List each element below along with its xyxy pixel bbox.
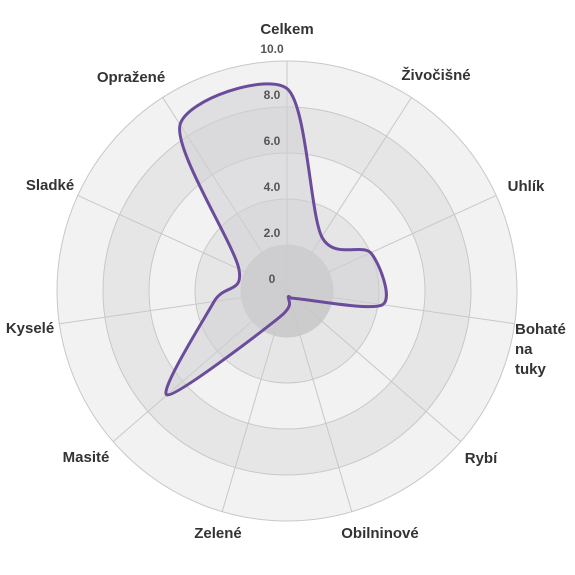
category-label: Zelené: [194, 525, 242, 542]
series-area: [164, 82, 388, 397]
radar-series: [164, 82, 388, 397]
category-labels: Celkem Živočišné Uhlík Bohaté na tuky Rybí Obil…: [6, 21, 566, 542]
category-label: Obilninové: [341, 525, 419, 542]
category-label: Sladké: [26, 177, 74, 194]
category-label: Masité: [63, 449, 110, 466]
category-label: Kyselé: [6, 320, 54, 337]
spoke-line: [286, 290, 353, 512]
tick-label: 10.0: [260, 42, 284, 56]
category-label: Bohaté na tuky: [515, 321, 566, 378]
category-label: Opražené: [97, 69, 165, 86]
tick-label: 2.0: [264, 226, 281, 240]
tick-label: 4.0: [264, 180, 281, 194]
tick-label: 8.0: [264, 88, 281, 102]
category-label: Uhlík: [508, 178, 545, 195]
spoke-line: [221, 290, 288, 512]
tick-label: 6.0: [264, 134, 281, 148]
spoke-line: [286, 290, 462, 442]
tick-label: 0: [269, 272, 276, 286]
category-label: Rybí: [465, 450, 498, 467]
radial-tick-labels: 0 2.0 4.0 6.0 8.0 10.0: [260, 42, 284, 286]
category-label: Celkem: [260, 21, 313, 38]
category-label: Živočišné: [401, 66, 470, 84]
